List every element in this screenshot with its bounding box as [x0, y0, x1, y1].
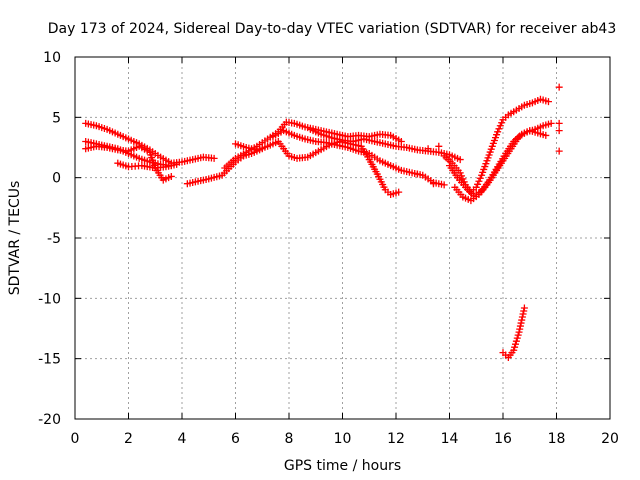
y-tick-label: -10: [38, 291, 61, 307]
x-tick-label: 6: [231, 431, 240, 447]
data-point-track-n: [413, 170, 421, 178]
data-point-track-m: [511, 340, 519, 348]
data-point-track-j: [459, 175, 467, 183]
data-point-track-j: [494, 128, 502, 136]
data-point-track-m: [517, 319, 525, 327]
data-point-track-l: [542, 131, 550, 139]
data-point-track-j: [496, 122, 504, 130]
x-tick-label: 10: [334, 431, 352, 447]
data-point-track-j: [474, 180, 482, 188]
data-point-track-m: [516, 325, 524, 333]
data-point-track-j: [476, 174, 484, 182]
chart-title: Day 173 of 2024, Sidereal Day-to-day VTE…: [48, 21, 617, 37]
data-point-track-n: [555, 147, 563, 155]
data-point-track-j: [544, 98, 552, 106]
data-point-track-m: [515, 328, 523, 336]
data-point-track-m: [514, 331, 522, 339]
y-tick-label: 10: [43, 50, 61, 66]
x-tick-label: 18: [548, 431, 566, 447]
data-point-track-i: [456, 156, 464, 164]
data-point-track-m: [518, 313, 526, 321]
data-point-track-j: [456, 169, 464, 177]
data-point-track-n: [555, 119, 563, 127]
data-point-track-n: [555, 83, 563, 91]
data-point-track-m: [520, 304, 528, 312]
data-point-track-j: [475, 177, 483, 185]
y-axis-label: SDTVAR / TECUs: [7, 181, 23, 296]
data-point-track-n: [424, 145, 432, 153]
data-point-track-n: [435, 142, 443, 150]
data-point-track-j: [498, 119, 506, 127]
x-tick-label: 12: [387, 431, 405, 447]
data-point-track-c: [167, 172, 175, 180]
data-point-track-m: [511, 343, 519, 351]
data-point-track-n: [555, 127, 563, 135]
x-tick-label: 14: [441, 431, 459, 447]
data-point-track-j: [495, 125, 503, 133]
data-point-track-m: [520, 307, 528, 315]
y-tick-label: -20: [38, 412, 61, 428]
data-point-track-m: [512, 337, 520, 345]
x-tick-label: 8: [285, 431, 294, 447]
y-tick-label: 5: [52, 110, 61, 126]
y-tick-label: 0: [52, 171, 61, 187]
data-point-track-m: [516, 322, 524, 330]
data-point-track-n: [429, 180, 437, 188]
data-point-track-m: [510, 346, 518, 354]
data-point-track-d: [173, 160, 181, 168]
x-tick-label: 4: [178, 431, 187, 447]
x-tick-label: 20: [601, 431, 619, 447]
data-point-track-k: [547, 119, 555, 127]
x-axis-label: GPS time / hours: [284, 458, 401, 474]
data-point-track-m: [513, 334, 521, 342]
data-point-track-g: [395, 188, 403, 196]
data-point-track-j: [472, 183, 480, 191]
y-tick-label: -15: [38, 352, 61, 368]
data-point-track-m: [518, 316, 526, 324]
data-point-track-a: [210, 154, 218, 162]
x-tick-label: 0: [71, 431, 80, 447]
data-point-track-h: [440, 181, 448, 189]
x-tick-label: 16: [494, 431, 512, 447]
data-points-layer: [82, 83, 563, 361]
x-tick-label: 2: [124, 431, 133, 447]
axis-ticks-layer: 0 2 4 6 8 10 12 14 16 18 20 -20 -15 -10 -5 0 5 10: [38, 50, 619, 447]
y-tick-label: -5: [47, 231, 61, 247]
data-point-track-m: [519, 310, 527, 318]
grid-layer: [75, 57, 610, 419]
